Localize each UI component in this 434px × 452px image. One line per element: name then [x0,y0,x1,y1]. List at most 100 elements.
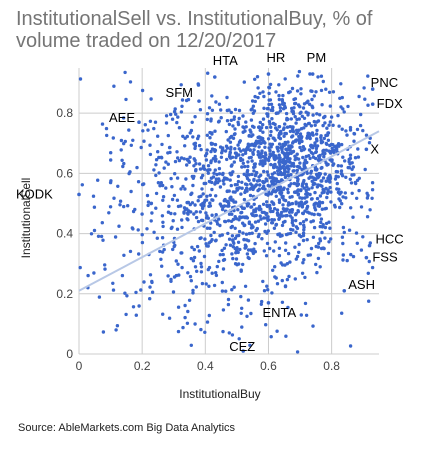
labeled-point [212,75,217,79]
point-label: SFM [166,85,193,100]
data-point [254,172,258,177]
data-point [196,199,200,203]
data-point [245,252,250,256]
data-point [275,329,279,333]
data-point [298,111,302,116]
data-point [209,149,213,154]
data-point [237,116,241,121]
data-point [305,195,309,199]
data-point [114,328,118,332]
data-point [283,175,288,180]
data-point [179,110,184,114]
data-point [146,128,150,132]
data-point [313,190,317,195]
data-point [257,204,262,209]
data-point [291,134,295,138]
data-point [166,210,171,214]
data-point [217,102,222,106]
data-point [271,108,275,113]
data-point [320,225,325,229]
data-point [243,243,248,247]
data-point [329,190,333,194]
data-point [286,232,290,236]
data-point [329,237,333,241]
data-point [191,288,195,293]
data-point [276,187,280,192]
data-point [166,133,170,138]
data-point [344,175,348,179]
data-point [271,150,275,155]
data-point [245,147,250,151]
data-point [219,204,224,208]
data-point [252,177,256,182]
data-point [326,162,330,167]
data-point [127,128,131,132]
data-point [230,252,234,256]
data-point [206,168,211,172]
data-point [301,231,306,235]
data-point [214,213,218,217]
data-point [269,162,273,167]
data-point [287,274,291,279]
data-point [205,151,209,156]
data-point [250,99,255,103]
data-point [295,89,300,93]
data-point [241,114,245,118]
data-point [290,106,294,111]
data-point [296,182,301,186]
data-point [336,190,341,195]
data-point [219,155,224,159]
data-point [363,167,367,172]
data-point [246,164,250,169]
data-point [301,211,305,216]
data-point [240,325,244,329]
data-point [295,254,300,259]
data-point [309,89,313,93]
data-point [129,189,133,194]
data-point [329,200,333,204]
data-point [199,218,204,222]
data-point [243,246,247,250]
data-point [270,218,274,222]
data-point [123,291,127,295]
data-point [361,128,365,133]
data-point [228,178,232,182]
data-point [313,141,317,145]
data-point [318,194,323,198]
data-point [233,215,237,219]
data-point [230,288,234,292]
data-point [220,207,225,212]
data-point [229,219,234,223]
data-point [288,90,292,94]
data-point [170,197,175,202]
data-point [245,189,249,193]
data-point [350,191,354,195]
data-point [314,150,318,154]
data-point [230,234,235,238]
data-point [225,119,230,123]
data-point [350,173,354,177]
data-point [292,190,297,194]
data-point [292,164,296,168]
data-point [129,143,133,147]
data-point [261,123,265,127]
data-point [236,120,240,125]
data-point [222,257,227,262]
x-axis-title: InstitutionalBuy [179,387,260,401]
data-point [248,128,252,132]
data-point [239,294,243,299]
data-point [307,176,311,180]
data-point [197,195,201,199]
data-point [170,117,175,121]
trend-line [78,130,380,292]
data-point [283,140,287,145]
data-point [283,248,288,252]
data-point [261,279,265,284]
data-point [204,282,208,286]
data-point [156,150,160,154]
data-point [285,116,289,121]
data-point [334,174,338,178]
data-point [311,182,315,187]
data-point [340,142,344,147]
data-point [359,248,364,252]
